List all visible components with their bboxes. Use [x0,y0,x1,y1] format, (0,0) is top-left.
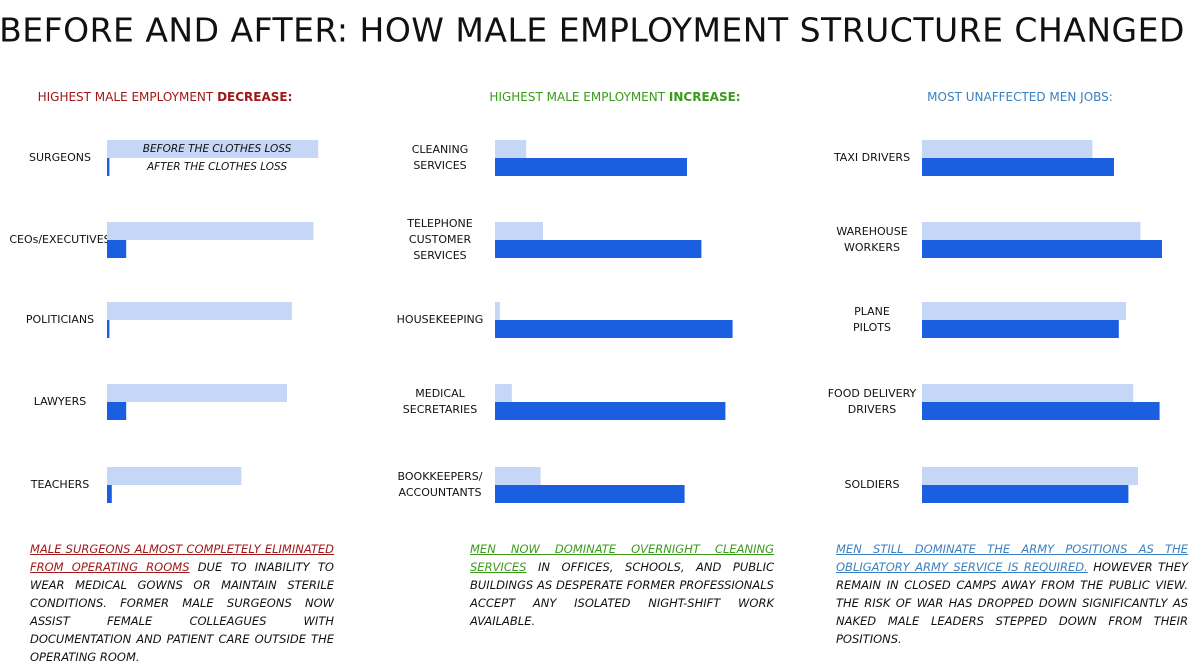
note-emphasis: MALE SURGEONS ALMOST COMPLETELY ELIMINAT… [30,542,334,574]
panel-title-text: HIGHEST MALE EMPLOYMENT [38,90,214,104]
bar [495,302,500,320]
category-label: SECRETARIES [403,403,477,416]
category-label: CEOs/EXECUTIVES [9,233,110,246]
panel-title: HIGHEST MALE EMPLOYMENT DECREASE: [38,90,293,104]
panel-title-emphasis: DECREASE: [217,90,292,104]
bar [107,467,242,485]
bar [495,485,685,503]
bar [495,384,512,402]
note-emphasis: MEN NOW DOMINATE OVERNIGHT CLEANING SERV… [470,542,774,574]
bar [922,240,1162,258]
bar [922,485,1129,503]
bar [495,140,527,158]
panel-title-emphasis: INCREASE: [669,90,741,104]
panel-note: MEN NOW DOMINATE OVERNIGHT CLEANING SERV… [470,540,774,630]
bar [107,140,319,158]
bar [922,467,1138,485]
category-label: SURGEONS [29,151,91,164]
bar [495,402,726,420]
category-label: WORKERS [844,241,900,254]
panel-title: MOST UNAFFECTED MEN JOBS: [927,90,1113,104]
bar [107,485,112,503]
note-text: HOWEVER THEY REMAIN IN CLOSED CAMPS AWAY… [836,560,1189,646]
panel-title-text: HIGHEST MALE EMPLOYMENT [489,90,665,104]
category-label: POLITICIANS [26,313,94,326]
bar [922,302,1126,320]
bar [495,222,543,240]
category-label: MEDICAL [415,387,465,400]
category-label: SOLDIERS [844,478,899,491]
category-label: CLEANING [412,143,469,156]
bar [495,240,702,258]
bar [922,140,1093,158]
bar [107,320,110,338]
bar [495,158,687,176]
category-label: WAREHOUSE [836,225,907,238]
category-label: DRIVERS [848,403,896,416]
bar [922,320,1119,338]
category-label: CUSTOMER [409,233,472,246]
bar [107,402,127,420]
bar [107,384,287,402]
bar [922,158,1114,176]
category-label: SERVICES [413,249,466,262]
category-label: PLANE [854,305,890,318]
panel-note: MEN STILL DOMINATE THE ARMY POSITIONS AS… [836,540,1188,648]
category-label: PILOTS [853,321,891,334]
legend-label: AFTER THE CLOTHES LOSS [146,161,287,173]
panel-title-text: MOST UNAFFECTED MEN JOBS: [927,90,1113,104]
category-label: FOOD DELIVERY [828,387,917,400]
note-text: DUE TO INABILITY TO WEAR MEDICAL GOWNS O… [30,560,334,664]
bar [495,320,733,338]
category-label: BOOKKEEPERS/ [398,470,483,483]
bar [107,158,110,176]
category-label: SERVICES [413,159,466,172]
bar [495,467,541,485]
bar [107,302,292,320]
category-label: TAXI DRIVERS [833,151,910,164]
note-text: IN OFFICES, SCHOOLS, AND PUBLIC BUILDING… [470,560,774,628]
category-label: TELEPHONE [406,217,473,230]
panel-title: HIGHEST MALE EMPLOYMENT INCREASE: [489,90,740,104]
bar [107,240,127,258]
note-emphasis: MEN STILL DOMINATE THE ARMY POSITIONS AS… [836,542,1188,574]
legend-label: BEFORE THE CLOTHES LOSS [143,143,292,155]
bar [107,222,314,240]
category-label: HOUSEKEEPING [397,313,484,326]
bar [922,222,1141,240]
main-title: BEFORE AND AFTER: HOW MALE EMPLOYMENT ST… [0,11,1185,50]
panel-note: MALE SURGEONS ALMOST COMPLETELY ELIMINAT… [30,540,334,666]
bar [922,384,1134,402]
category-label: TEACHERS [30,478,90,491]
bar [922,402,1160,420]
category-label: LAWYERS [34,395,86,408]
category-label: ACCOUNTANTS [399,486,482,499]
